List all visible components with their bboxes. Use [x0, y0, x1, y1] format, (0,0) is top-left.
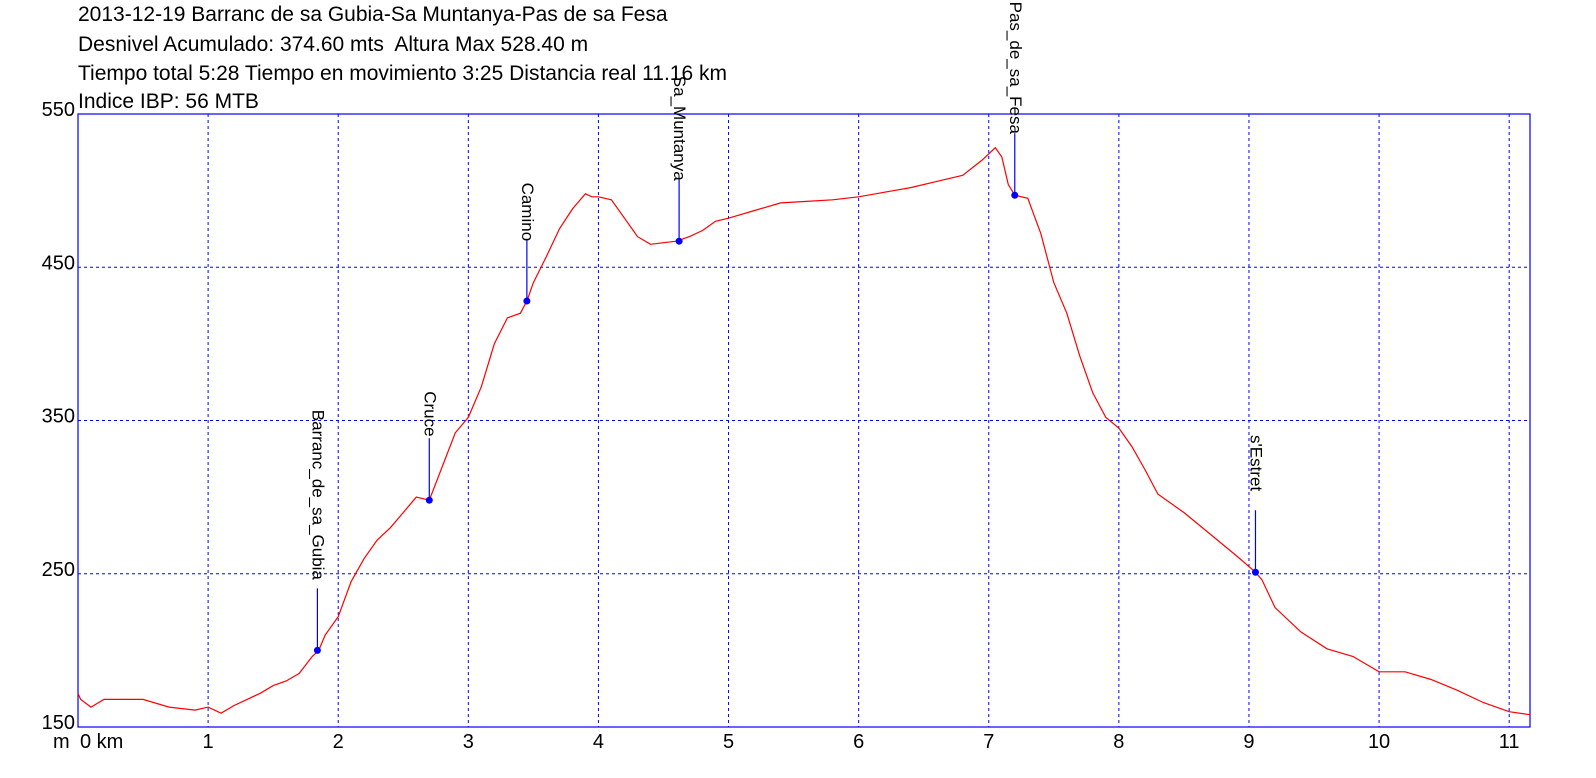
summary-time-distance: Tiempo total 5:28 Tiempo en movimiento 3…: [78, 62, 727, 85]
x-tick-label: 5: [723, 731, 734, 753]
waypoint-markers: Barranc_de_sa_Gubia Cruce Camino Sa_Muntany…: [308, 2, 1265, 654]
waypoint-dot: [675, 237, 683, 245]
grid-lines: [78, 114, 1530, 727]
x-tick-label: 9: [1243, 731, 1254, 753]
x-tick-label: 6: [853, 731, 864, 753]
x-tick-label: 11: [1499, 731, 1520, 753]
x-tick-label: 2: [333, 731, 344, 753]
x-tick-label: 7: [983, 731, 994, 753]
chart-title: 2013-12-19 Barranc de sa Gubia-Sa Muntan…: [78, 3, 668, 26]
x-tick-label: 4: [593, 731, 604, 753]
axis-tick-labels: 0 km 1 2 3 4 5 6 7 8 9 10 11 150 250 350 450 550: [42, 99, 1520, 753]
waypoint-dot: [523, 297, 531, 305]
waypoint-label: Pas_de_sa_Fesa: [1006, 2, 1025, 135]
x-tick-label: 0 km: [80, 731, 123, 753]
y-tick-label: 450: [42, 252, 75, 274]
summary-elevation: Desnivel Acumulado: 374.60 mts Altura Ma…: [78, 33, 589, 56]
waypoint-dot: [313, 646, 321, 654]
waypoint-dot: [1251, 568, 1259, 576]
x-tick-label: 3: [463, 731, 474, 753]
waypoint: Barranc_de_sa_Gubia: [308, 410, 327, 654]
x-tick-label: 10: [1368, 731, 1390, 753]
waypoint: s'Estret: [1246, 435, 1265, 576]
y-tick-label: 250: [42, 559, 75, 581]
waypoint: Pas_de_sa_Fesa: [1006, 2, 1025, 199]
summary-ibp: Indice IBP: 56 MTB: [78, 90, 259, 113]
waypoint-dot: [425, 496, 433, 504]
x-tick-label: 8: [1113, 731, 1124, 753]
x-axis-unit-label: m: [53, 731, 70, 753]
waypoint: Camino: [518, 183, 537, 305]
elevation-profile-line: [77, 146, 1531, 716]
waypoint-label: Barranc_de_sa_Gubia: [308, 410, 327, 581]
waypoint: Cruce: [420, 391, 439, 504]
y-tick-label: 150: [42, 712, 75, 734]
y-tick-label: 550: [42, 99, 75, 121]
x-tick-label: 1: [203, 731, 214, 753]
waypoint-label: Cruce: [420, 391, 439, 436]
waypoint-label: s'Estret: [1246, 435, 1265, 491]
waypoint-label: Camino: [518, 183, 537, 242]
waypoint-label: Sa_Muntanya: [670, 76, 689, 181]
plot-frame: [77, 113, 1531, 728]
waypoint: Sa_Muntanya: [670, 76, 689, 245]
waypoint-dot: [1011, 191, 1019, 199]
y-tick-label: 350: [42, 406, 75, 428]
